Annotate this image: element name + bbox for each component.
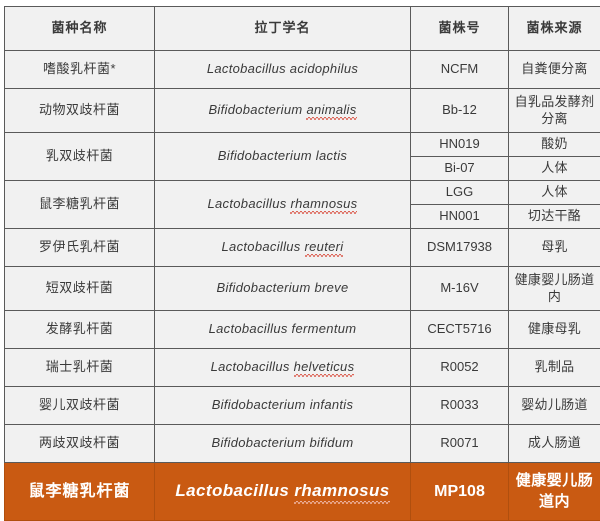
latin-name-spellcheck-text: animalis [306,102,356,119]
cell-species-name: 瑞士乳杆菌 [5,349,155,387]
cell-latin-name: Lactobacillus helveticus [155,349,411,387]
cell-strain-source: 人体 [509,181,600,205]
cell-species-name: 动物双歧杆菌 [5,89,155,133]
cell-species-name: 嗜酸乳杆菌* [5,51,155,89]
strain-table: 菌种名称 拉丁学名 菌株号 菌株来源 嗜酸乳杆菌* Lactobacillus a… [4,6,600,521]
latin-name-text: Lactobacillus [211,359,294,374]
latin-name-spellcheck-text: helveticus [294,359,355,376]
cell-species-name: 鼠李糖乳杆菌 [5,463,155,521]
cell-strain-number: NCFM [411,51,509,89]
cell-strain-source: 切达干酪 [509,205,600,229]
cell-strain-number: R0071 [411,425,509,463]
cell-species-name: 两歧双歧杆菌 [5,425,155,463]
cell-strain-source: 健康婴儿肠道内 [509,463,600,521]
latin-name-spellcheck-text: reuteri [305,239,344,256]
cell-strain-source: 自粪便分离 [509,51,600,89]
cell-latin-name: Lactobacillus rhamnosus [155,463,411,521]
column-header-strain-number: 菌株号 [411,7,509,51]
latin-name-spellcheck-text: rhamnosus [290,196,357,213]
cell-strain-number: LGG [411,181,509,205]
cell-strain-source: 婴幼儿肠道 [509,387,600,425]
latin-name-text: Bifidobacterium [208,102,306,117]
latin-name-text: Lactobacillus [175,481,294,500]
cell-species-name: 罗伊氏乳杆菌 [5,229,155,267]
cell-species-name: 发酵乳杆菌 [5,311,155,349]
cell-latin-name: Lactobacillus reuteri [155,229,411,267]
cell-latin-name: Bifidobacterium lactis [155,133,411,181]
latin-name-text: Lactobacillus acidophilus [207,61,358,76]
cell-strain-number: CECT5716 [411,311,509,349]
cell-latin-name: Lactobacillus fermentum [155,311,411,349]
cell-strain-number: Bb-12 [411,89,509,133]
column-header-latin-name: 拉丁学名 [155,7,411,51]
cell-latin-name: Lactobacillus rhamnosus [155,181,411,229]
cell-latin-name: Bifidobacterium breve [155,267,411,311]
cell-strain-number: R0033 [411,387,509,425]
cell-strain-number: HN019 [411,133,509,157]
strain-table-container: 菌种名称 拉丁学名 菌株号 菌株来源 嗜酸乳杆菌* Lactobacillus a… [0,0,600,501]
column-header-strain-source: 菌株来源 [509,7,600,51]
cell-latin-name: Bifidobacterium infantis [155,387,411,425]
cell-strain-source: 成人肠道 [509,425,600,463]
latin-name-text: Bifidobacterium bifidum [211,435,353,450]
cell-species-name: 短双歧杆菌 [5,267,155,311]
cell-strain-source: 自乳品发酵剂分离 [509,89,600,133]
cell-strain-source: 母乳 [509,229,600,267]
cell-strain-source: 健康母乳 [509,311,600,349]
latin-name-text: Bifidobacterium breve [216,280,348,295]
cell-latin-name: Bifidobacterium animalis [155,89,411,133]
table-header-row: 菌种名称 拉丁学名 菌株号 菌株来源 [5,7,600,51]
cell-strain-source: 乳制品 [509,349,600,387]
cell-species-name: 乳双歧杆菌 [5,133,155,181]
cell-strain-number: HN001 [411,205,509,229]
table-header: 菌种名称 拉丁学名 菌株号 菌株来源 [5,7,600,51]
cell-strain-source: 健康婴儿肠道内 [509,267,600,311]
latin-name-text: Bifidobacterium infantis [212,397,354,412]
latin-name-text: Lactobacillus [208,196,291,211]
cell-strain-number: R0052 [411,349,509,387]
cell-strain-number: M-16V [411,267,509,311]
cell-species-name: 鼠李糖乳杆菌 [5,181,155,229]
cell-strain-source: 酸奶 [509,133,600,157]
cell-strain-number: DSM17938 [411,229,509,267]
latin-name-spellcheck-text: rhamnosus [294,480,389,502]
cell-strain-number: Bi-07 [411,157,509,181]
cell-latin-name: Lactobacillus acidophilus [155,51,411,89]
cell-species-name: 婴儿双歧杆菌 [5,387,155,425]
latin-name-text: Lactobacillus [222,239,305,254]
column-header-species-name: 菌种名称 [5,7,155,51]
latin-name-text: Bifidobacterium lactis [218,148,347,163]
cell-latin-name: Bifidobacterium bifidum [155,425,411,463]
cell-strain-source: 人体 [509,157,600,181]
latin-name-text: Lactobacillus fermentum [209,321,357,336]
cell-strain-number: MP108 [411,463,509,521]
